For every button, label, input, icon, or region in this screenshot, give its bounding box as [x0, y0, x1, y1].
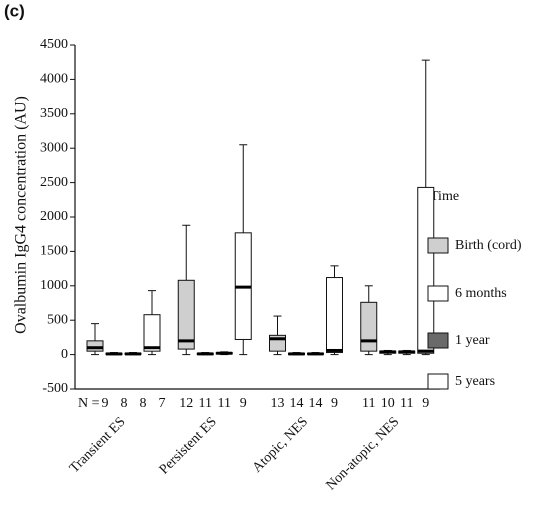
panel-label: (c): [4, 1, 25, 20]
y-tick-label: -500: [42, 381, 68, 396]
y-tick-label: 1000: [40, 278, 68, 293]
box: [143, 314, 161, 352]
n-label: 11: [218, 396, 231, 411]
n-label: 14: [309, 396, 323, 411]
x-tick-label: Atopic, NES: [250, 414, 311, 475]
y-tick-label: 4000: [40, 72, 68, 87]
x-tick-label: Transient ES: [67, 414, 129, 476]
n-prefix: N =: [78, 396, 100, 411]
y-tick-label: 500: [47, 312, 68, 327]
y-tick-label: 3500: [40, 106, 68, 121]
y-tick-label: 2000: [40, 209, 68, 224]
legend-label: Birth (cord): [455, 238, 522, 253]
n-label: 10: [381, 396, 395, 411]
n-label: 8: [121, 396, 128, 411]
y-tick-label: 0: [61, 347, 68, 362]
box: [417, 186, 435, 354]
legend-label: 6 months: [455, 286, 507, 301]
n-label: 14: [290, 396, 304, 411]
n-label: 8: [140, 396, 147, 411]
n-label: 11: [199, 396, 212, 411]
y-axis-title: Ovalbumin IgG4 concentration (AU): [13, 96, 30, 334]
n-label: 9: [102, 396, 109, 411]
legend-swatch: [427, 285, 449, 302]
legend-label: 1 year: [455, 333, 490, 348]
n-label: 9: [331, 396, 338, 411]
legend-swatch: [427, 373, 449, 390]
box: [177, 279, 195, 350]
x-tick-label: Persistent ES: [157, 414, 220, 477]
n-label: 13: [271, 396, 285, 411]
legend-swatch: [427, 237, 449, 254]
y-tick-label: 3000: [40, 140, 68, 155]
legend-swatch: [427, 332, 449, 349]
legend-label: 5 years: [455, 374, 495, 389]
n-label: 12: [179, 396, 193, 411]
n-label: 9: [422, 396, 429, 411]
n-label: 9: [240, 396, 247, 411]
box: [360, 301, 378, 352]
n-label: 11: [400, 396, 413, 411]
box: [86, 340, 104, 352]
x-tick-label: Non-atopic, NES: [324, 414, 403, 493]
y-tick-label: 4500: [40, 37, 68, 52]
legend-title: Time: [430, 189, 459, 204]
y-tick-label: 1500: [40, 244, 68, 259]
box: [326, 277, 343, 354]
n-label: 11: [362, 396, 375, 411]
n-label: 7: [159, 396, 166, 411]
y-tick-label: 2500: [40, 175, 68, 190]
